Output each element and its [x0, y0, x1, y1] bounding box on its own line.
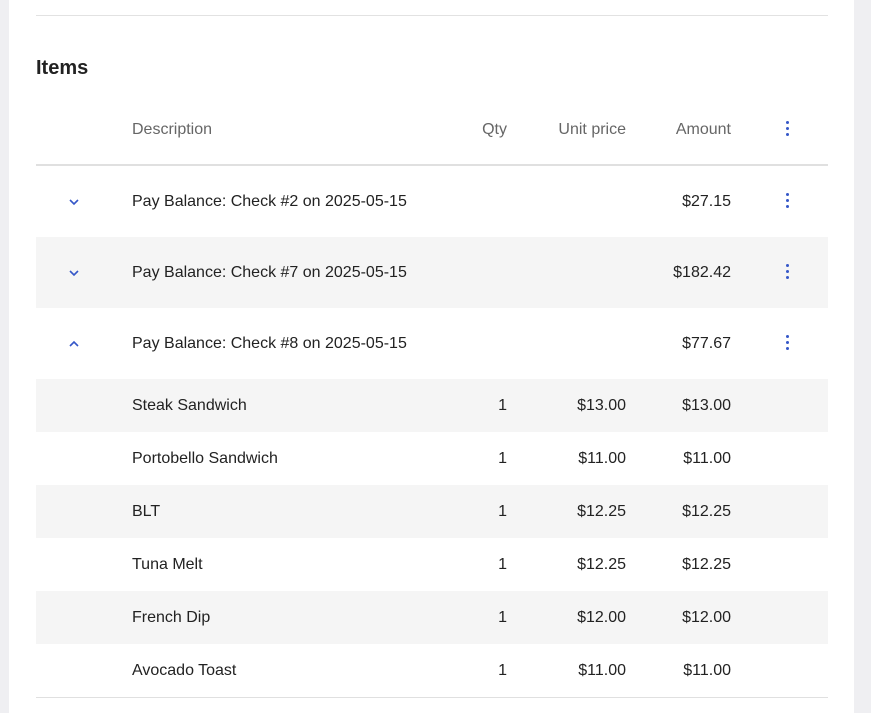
items-panel: Items Description Qty Unit price Amount …: [9, 0, 854, 713]
item-qty: 1: [498, 608, 507, 626]
item-qty: 1: [498, 396, 507, 414]
group-amount: $182.42: [673, 263, 731, 281]
item-row: Avocado Toast 1 $11.00 $11.00: [36, 644, 828, 697]
item-row: Tuna Melt 1 $12.25 $12.25: [36, 538, 828, 591]
item-qty: 1: [498, 555, 507, 573]
item-description: Avocado Toast: [132, 661, 237, 679]
item-amount: $12.25: [682, 555, 731, 573]
item-unit-price: $11.00: [578, 661, 626, 679]
item-description: French Dip: [132, 608, 211, 626]
item-row: French Dip 1 $12.00 $12.00: [36, 591, 828, 644]
item-amount: $12.25: [682, 502, 731, 520]
chevron-up-icon[interactable]: [66, 336, 82, 352]
table-header: Description Qty Unit price Amount: [36, 95, 828, 166]
item-qty: 1: [498, 661, 507, 679]
group-row[interactable]: Pay Balance: Check #8 on 2025-05-15 $77.…: [36, 308, 828, 379]
item-unit-price: $11.00: [578, 449, 626, 467]
item-row: BLT 1 $12.25 $12.25: [36, 485, 828, 538]
group-description: Pay Balance: Check #2 on 2025-05-15: [132, 192, 407, 210]
group-amount: $27.15: [682, 192, 731, 210]
row-menu-icon[interactable]: [784, 334, 790, 353]
item-amount: $11.00: [683, 449, 731, 467]
item-description: Steak Sandwich: [132, 396, 247, 414]
item-amount: $13.00: [682, 396, 731, 414]
items-table: Description Qty Unit price Amount Pay Ba…: [36, 95, 828, 698]
row-menu-icon[interactable]: [784, 192, 790, 211]
group-row[interactable]: Pay Balance: Check #2 on 2025-05-15 $27.…: [36, 166, 828, 237]
group-description: Pay Balance: Check #8 on 2025-05-15: [132, 334, 407, 352]
item-unit-price: $12.00: [577, 608, 626, 626]
item-unit-price: $12.25: [577, 502, 626, 520]
divider: [36, 15, 828, 16]
item-qty: 1: [498, 502, 507, 520]
item-qty: 1: [498, 449, 507, 467]
group-row[interactable]: Pay Balance: Check #7 on 2025-05-15 $182…: [36, 237, 828, 308]
item-unit-price: $12.25: [577, 555, 626, 573]
item-row: Steak Sandwich 1 $13.00 $13.00: [36, 379, 828, 432]
column-header-unit-price: Unit price: [558, 120, 626, 138]
section-title: Items: [36, 57, 89, 79]
item-amount: $12.00: [682, 608, 731, 626]
column-header-description: Description: [132, 120, 213, 138]
column-header-qty: Qty: [482, 120, 507, 138]
group-amount: $77.67: [682, 334, 731, 352]
chevron-down-icon[interactable]: [66, 265, 82, 281]
chevron-down-icon[interactable]: [66, 194, 82, 210]
divider: [36, 697, 828, 698]
item-amount: $11.00: [683, 661, 731, 679]
columns-menu-icon[interactable]: [784, 120, 790, 139]
item-row: Portobello Sandwich 1 $11.00 $11.00: [36, 432, 828, 485]
row-menu-icon[interactable]: [784, 263, 790, 282]
group-description: Pay Balance: Check #7 on 2025-05-15: [132, 263, 407, 281]
item-description: Portobello Sandwich: [132, 449, 278, 467]
item-description: Tuna Melt: [132, 555, 203, 573]
column-header-amount: Amount: [675, 120, 731, 138]
item-description: BLT: [132, 502, 161, 520]
item-unit-price: $13.00: [577, 396, 626, 414]
